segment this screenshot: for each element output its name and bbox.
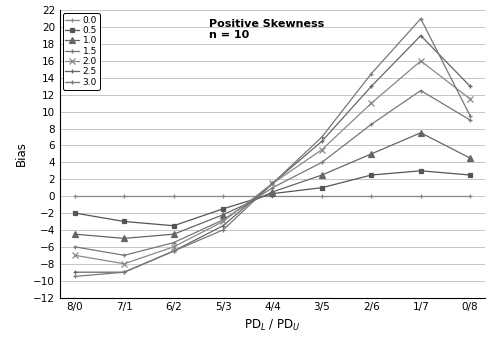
- 0.5: [121, 220, 127, 224]
- 0.5: [170, 224, 176, 228]
- 3.0: [368, 71, 374, 76]
- 1.5: [72, 245, 78, 249]
- 0.5: [368, 173, 374, 177]
- 1.5: [121, 253, 127, 257]
- 1.5: [220, 218, 226, 222]
- 2.5: [270, 181, 276, 185]
- 2.0: [220, 220, 226, 224]
- 1.0: [319, 173, 325, 177]
- 0.0: [220, 194, 226, 198]
- 1.5: [170, 240, 176, 245]
- 0.5: [418, 169, 424, 173]
- 0.0: [121, 194, 127, 198]
- 0.5: [319, 186, 325, 190]
- 2.0: [418, 59, 424, 63]
- 1.0: [467, 156, 473, 160]
- 2.5: [72, 270, 78, 274]
- 2.0: [270, 181, 276, 185]
- 2.5: [121, 270, 127, 274]
- Line: 0.0: 0.0: [72, 194, 472, 199]
- Line: 2.5: 2.5: [72, 33, 472, 275]
- Line: 1.5: 1.5: [72, 88, 472, 258]
- 3.0: [170, 249, 176, 253]
- 2.5: [418, 34, 424, 38]
- 0.0: [72, 194, 78, 198]
- 3.0: [270, 181, 276, 185]
- 2.0: [121, 262, 127, 266]
- 1.0: [72, 232, 78, 236]
- 0.0: [467, 194, 473, 198]
- 1.0: [220, 213, 226, 217]
- 1.0: [121, 236, 127, 240]
- 2.5: [368, 84, 374, 88]
- 1.5: [368, 122, 374, 127]
- 0.0: [418, 194, 424, 198]
- 0.0: [319, 194, 325, 198]
- 1.0: [418, 131, 424, 135]
- 0.5: [220, 207, 226, 211]
- Line: 2.0: 2.0: [72, 58, 473, 267]
- 1.5: [319, 160, 325, 165]
- Legend: 0.0, 0.5, 1.0, 1.5, 2.0, 2.5, 3.0: 0.0, 0.5, 1.0, 1.5, 2.0, 2.5, 3.0: [62, 13, 100, 90]
- 2.0: [319, 148, 325, 152]
- 0.5: [467, 173, 473, 177]
- Y-axis label: Bias: Bias: [14, 142, 28, 166]
- 3.0: [121, 270, 127, 274]
- Text: Positive Skewness
n = 10: Positive Skewness n = 10: [209, 19, 324, 40]
- 2.5: [467, 84, 473, 88]
- 3.0: [72, 274, 78, 278]
- 1.0: [170, 232, 176, 236]
- X-axis label: PD$_L$ / PD$_U$: PD$_L$ / PD$_U$: [244, 318, 301, 333]
- 0.0: [270, 194, 276, 198]
- Line: 3.0: 3.0: [72, 16, 472, 279]
- 3.0: [418, 17, 424, 21]
- 2.5: [220, 224, 226, 228]
- 1.5: [418, 89, 424, 93]
- 1.0: [270, 190, 276, 194]
- 2.0: [368, 101, 374, 105]
- 2.5: [319, 139, 325, 143]
- 1.0: [368, 152, 374, 156]
- 1.5: [467, 118, 473, 122]
- Line: 0.5: 0.5: [72, 168, 472, 228]
- 1.5: [270, 186, 276, 190]
- 3.0: [319, 135, 325, 139]
- 3.0: [220, 228, 226, 232]
- 2.0: [467, 97, 473, 101]
- 2.0: [170, 245, 176, 249]
- 0.5: [72, 211, 78, 215]
- 0.5: [270, 192, 276, 196]
- 2.5: [170, 249, 176, 253]
- Line: 1.0: 1.0: [72, 130, 473, 241]
- 0.0: [368, 194, 374, 198]
- 3.0: [467, 114, 473, 118]
- 0.0: [170, 194, 176, 198]
- 2.0: [72, 253, 78, 257]
